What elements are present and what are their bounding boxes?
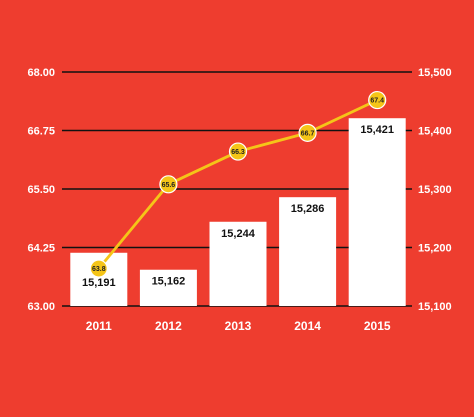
bar [139, 269, 197, 306]
line-point [89, 259, 108, 278]
right-tick-label: 15,300 [418, 184, 452, 196]
line-point-label: 66.7 [301, 130, 315, 137]
right-tick-label: 15,200 [418, 243, 452, 255]
line-point [228, 142, 248, 161]
line-point-label: 67.4 [370, 98, 384, 105]
x-category-label: 2012 [155, 319, 182, 333]
left-tick-label: 68.00 [27, 67, 55, 79]
bar [348, 118, 406, 306]
line-point-label: 66.3 [231, 149, 245, 156]
x-category-label: 2011 [86, 319, 112, 333]
right-tick-label: 15,400 [418, 126, 452, 138]
right-tick-label: 15,100 [418, 301, 452, 313]
x-category-label: 2013 [225, 319, 252, 333]
x-axis-categories: 2011 2012 2013 2014 2015 [86, 319, 391, 333]
line-point-label: 63.8 [92, 266, 106, 273]
bar [209, 221, 267, 306]
line-series: 63.8 65.6 66.3 66.7 67.4 [89, 90, 387, 278]
x-category-label: 2015 [364, 319, 391, 333]
bar-series: 15,191 15,162 15,244 15,286 15,421 [70, 118, 406, 306]
bar-value-label: 15,191 [82, 277, 116, 289]
left-tick-label: 64.25 [27, 243, 55, 255]
bar-value-label: 15,244 [221, 228, 256, 240]
left-tick-label: 63.00 [27, 301, 55, 313]
bar-value-label: 15,162 [152, 276, 186, 288]
line-point [159, 175, 178, 194]
right-axis-ticks: 15,100 15,200 15,300 15,400 15,500 [418, 67, 452, 313]
bar-value-label: 15,421 [360, 124, 394, 136]
line-point-label: 65.6 [162, 182, 176, 189]
bar-value-label: 15,286 [291, 203, 325, 215]
left-axis-ticks: 63.00 64.25 65.50 66.75 68.00 [27, 67, 55, 313]
left-tick-label: 66.75 [27, 126, 55, 138]
line-point [368, 90, 387, 110]
left-tick-label: 65.50 [27, 184, 55, 196]
x-category-label: 2014 [294, 319, 321, 333]
line-point [298, 123, 317, 142]
bar [279, 197, 337, 306]
right-tick-label: 15,500 [418, 67, 452, 79]
